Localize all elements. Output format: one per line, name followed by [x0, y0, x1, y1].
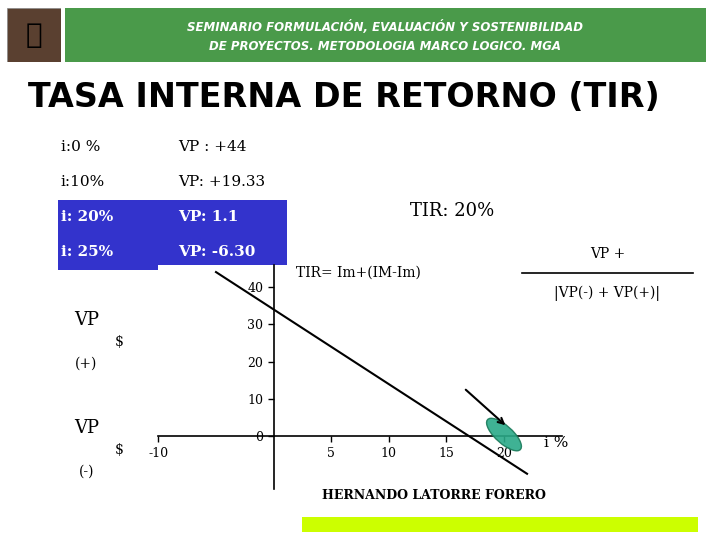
Text: (-): (-) [78, 464, 94, 478]
Text: i %: i % [544, 436, 568, 450]
Text: VP: VP [74, 311, 99, 329]
Text: VP: -6.30: VP: -6.30 [179, 246, 256, 259]
Text: TIR= Im+(IM-Im): TIR= Im+(IM-Im) [297, 266, 421, 280]
Text: TASA INTERNA DE RETORNO (TIR): TASA INTERNA DE RETORNO (TIR) [28, 80, 660, 114]
Text: $: $ [115, 443, 124, 457]
Text: (+): (+) [75, 356, 98, 370]
Text: DE PROYECTOS. METODOLOGIA MARCO LOGICO. MGA: DE PROYECTOS. METODOLOGIA MARCO LOGICO. … [210, 40, 561, 53]
Text: 👍: 👍 [26, 21, 42, 49]
Text: VP : +44: VP : +44 [179, 140, 247, 154]
Text: $: $ [115, 335, 124, 349]
Text: TIR: 20%: TIR: 20% [410, 201, 495, 220]
Ellipse shape [487, 418, 521, 451]
Text: i: 25%: i: 25% [60, 246, 113, 259]
Text: VP +: VP + [590, 247, 625, 261]
Text: |VP(-) + VP(+)|: |VP(-) + VP(+)| [554, 286, 660, 301]
Text: i: 20%: i: 20% [60, 211, 113, 224]
Text: i:0 %: i:0 % [60, 140, 100, 154]
Text: VP: VP [74, 419, 99, 437]
Bar [52, 235, 287, 270]
FancyBboxPatch shape [45, 6, 720, 64]
Text: SEMINARIO FORMULACIÓN, EVALUACIÓN Y SOSTENIBILIDAD: SEMINARIO FORMULACIÓN, EVALUACIÓN Y SOST… [187, 20, 583, 34]
Text: VP: 1.1: VP: 1.1 [179, 211, 239, 224]
Text: i:10%: i:10% [60, 176, 105, 189]
Text: VP: +19.33: VP: +19.33 [179, 176, 266, 189]
Bar [52, 200, 287, 235]
Text: HERNANDO LATORRE FORERO: HERNANDO LATORRE FORERO [323, 489, 546, 502]
